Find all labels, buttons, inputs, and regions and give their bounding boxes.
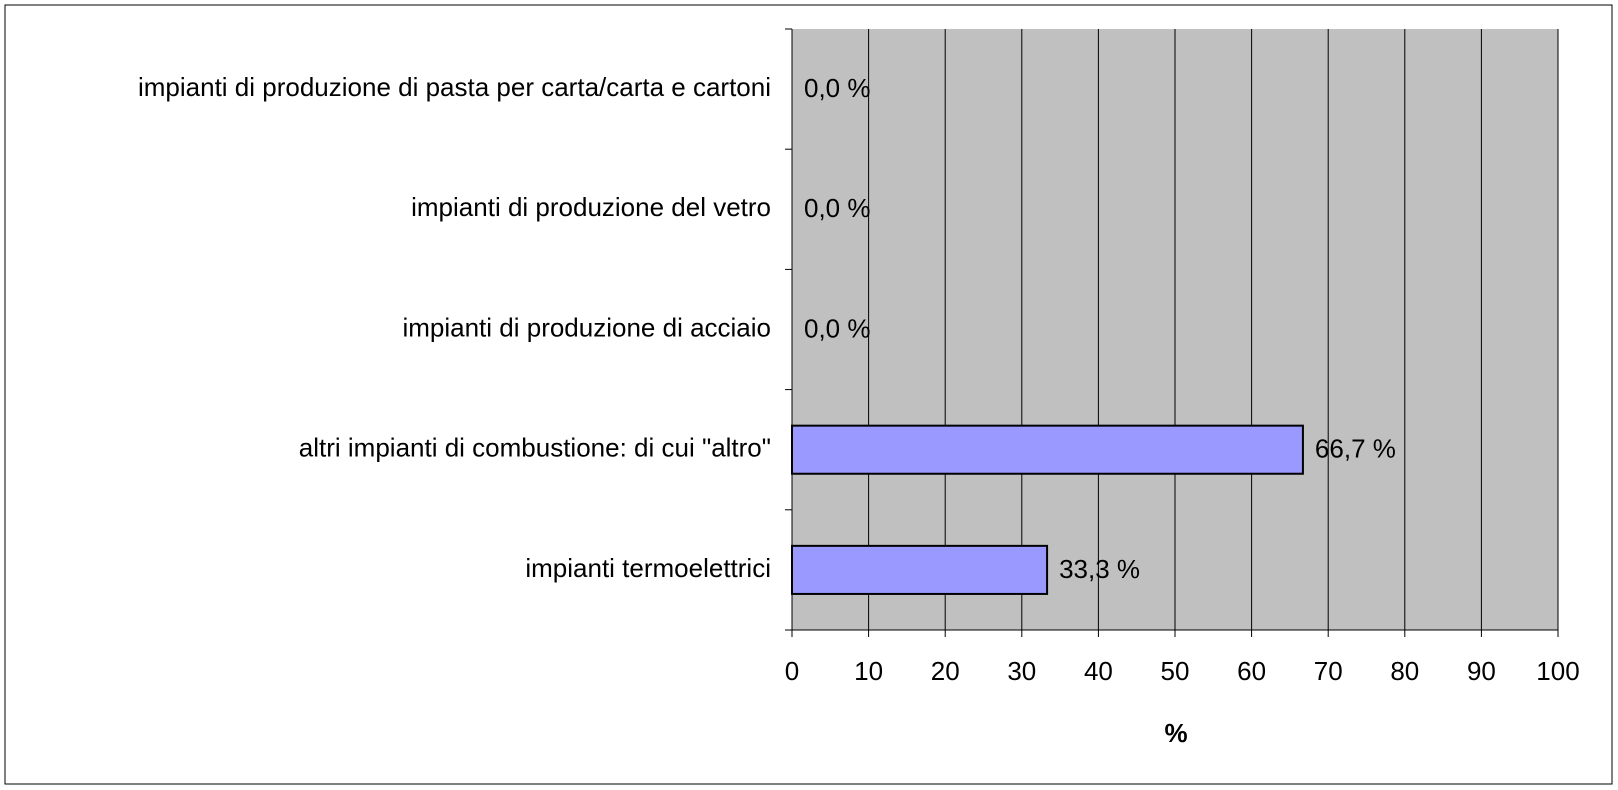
bar xyxy=(791,544,1049,595)
x-tick-label: 90 xyxy=(1467,656,1496,686)
x-tick-label: 30 xyxy=(1007,656,1036,686)
y-tick-label: impianti termoelettrici xyxy=(525,553,771,583)
y-tick-label: impianti di produzione di pasta per cart… xyxy=(138,72,771,102)
data-label: 0,0 % xyxy=(804,313,871,343)
x-tick-label: 40 xyxy=(1084,656,1113,686)
x-tick-label: 70 xyxy=(1314,656,1343,686)
bar xyxy=(791,424,1304,475)
y-tick-label: altri impianti di combustione: di cui "a… xyxy=(299,433,771,463)
x-axis-label: % xyxy=(1164,718,1187,748)
x-tick-label: 50 xyxy=(1161,656,1190,686)
data-label: 66,7 % xyxy=(1315,434,1396,464)
x-tick-label: 0 xyxy=(785,656,799,686)
y-tick-label: impianti di produzione di acciaio xyxy=(402,312,771,342)
x-tick-label: 60 xyxy=(1237,656,1266,686)
x-tick-label: 10 xyxy=(854,656,883,686)
data-label: 0,0 % xyxy=(804,193,871,223)
data-label: 33,3 % xyxy=(1059,554,1140,584)
y-tick-label: impianti di produzione del vetro xyxy=(411,192,771,222)
x-tick-label: 100 xyxy=(1536,656,1579,686)
x-tick-label: 80 xyxy=(1390,656,1419,686)
data-label: 0,0 % xyxy=(804,73,871,103)
x-tick-label: 20 xyxy=(931,656,960,686)
